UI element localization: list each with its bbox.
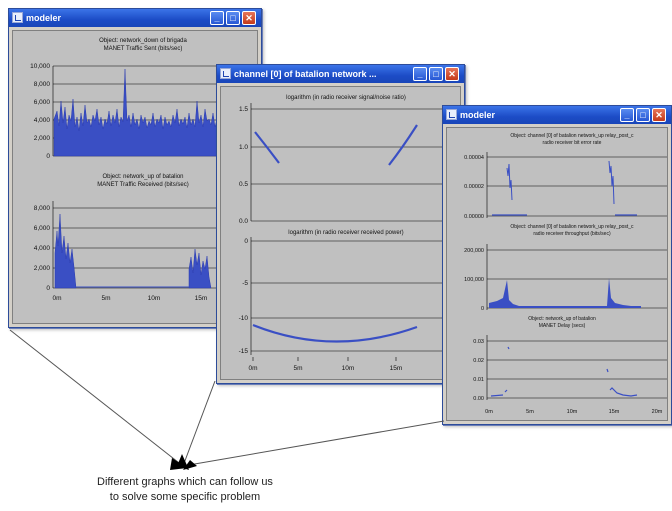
- y-tick-label: 8,000: [34, 81, 51, 88]
- panel-title-line-1: Object: network_up of batalion: [102, 174, 183, 180]
- series-traffic-received-burst-2: [188, 248, 212, 289]
- y-tick-label: 0.01: [473, 377, 484, 383]
- window-channel-batalion[interactable]: channel [0] of batalion network ... _ □ …: [216, 64, 465, 384]
- graph-svg: logarithm (in radio receiver signal/nois…: [239, 95, 456, 372]
- arrowhead-icon: [183, 460, 197, 470]
- x-tick-label: 10m: [148, 295, 161, 302]
- panel-title-line-2: MANET Traffic Sent (bits/sec): [104, 46, 183, 52]
- y-tick-label: 4,000: [34, 117, 51, 124]
- x-tick-label: 15m: [390, 365, 403, 372]
- x-tick-label: 0m: [485, 409, 493, 415]
- y-tick-label: 100,000: [464, 277, 484, 283]
- panel-manet-delay: Object: network_up of batalion MANET Del…: [473, 316, 667, 415]
- app-icon: [446, 109, 457, 120]
- app-icon: [220, 68, 231, 79]
- series-traffic-received-burst-1: [54, 213, 77, 289]
- y-tick-label: 10,000: [30, 63, 50, 70]
- window-modeler-channel[interactable]: modeler _ □ ✕ Object: channel [0] of bat…: [442, 105, 672, 425]
- x-tick-label: 15m: [609, 409, 620, 415]
- series-manet-delay: [490, 346, 638, 397]
- x-tick-label: 0m: [248, 365, 257, 372]
- caption-line-2: to solve some specific problem: [109, 491, 261, 503]
- panel-title-line-1: Object: channel [0] of batalion network_…: [510, 224, 634, 230]
- y-tick-label: 0.00004: [464, 155, 484, 161]
- y-tick-label: 6,000: [34, 99, 51, 106]
- close-button[interactable]: ✕: [242, 11, 256, 25]
- y-tick-label: 200,000: [464, 248, 484, 254]
- window-title: modeler: [26, 13, 62, 23]
- y-tick-label: 0.00000: [464, 214, 484, 220]
- series-throughput: [489, 278, 641, 308]
- caption: Different graphs which can follow us to …: [40, 475, 330, 505]
- panel-title-line-2: radio receiver throughput (bits/sec): [533, 231, 611, 237]
- window-title: modeler: [460, 110, 496, 120]
- x-tick-label: 20m: [652, 409, 663, 415]
- x-tick-label: 5m: [293, 365, 302, 372]
- panel-title-line-1: Object: network_down of brigada: [99, 38, 187, 44]
- window-titlebar[interactable]: modeler _ □ ✕: [9, 9, 261, 27]
- y-tick-label: 6,000: [34, 225, 51, 232]
- panel-title-line-2: radio receiver bit error rate: [543, 140, 602, 146]
- window-title: channel [0] of batalion network ...: [234, 69, 377, 79]
- maximize-button[interactable]: □: [636, 108, 650, 122]
- x-tick-label: 15m: [195, 295, 208, 302]
- minimize-button[interactable]: _: [210, 11, 224, 25]
- y-tick-label: -10: [239, 315, 249, 322]
- panel-title-line-1: Object: channel [0] of batalion network_…: [510, 133, 634, 139]
- y-tick-label: 1.0: [239, 144, 248, 151]
- close-button[interactable]: ✕: [445, 67, 459, 81]
- x-tick-label: 10m: [567, 409, 578, 415]
- callout-line-left: [9, 329, 184, 467]
- panel-title-line-1: logarithm (in radio receiver received po…: [288, 230, 403, 236]
- panel-throughput: Object: channel [0] of batalion network_…: [464, 224, 667, 312]
- graph-svg: Object: channel [0] of batalion network_…: [464, 133, 667, 415]
- panel-bit-error-rate: Object: channel [0] of batalion network_…: [464, 133, 667, 220]
- x-tick-label: 10m: [342, 365, 355, 372]
- y-tick-label: 1.5: [239, 106, 248, 113]
- series-bit-error-rate: [506, 160, 615, 205]
- graph-area: Object: channel [0] of batalion network_…: [446, 127, 668, 421]
- y-tick-label: -15: [239, 348, 249, 355]
- y-tick-label: 8,000: [34, 205, 51, 212]
- graph-area: logarithm (in radio receiver signal/nois…: [220, 86, 461, 380]
- y-tick-label: 0: [46, 153, 50, 160]
- y-tick-label: 4,000: [34, 245, 51, 252]
- window-titlebar[interactable]: modeler _ □ ✕: [443, 106, 671, 124]
- y-tick-label: 0: [244, 238, 248, 245]
- panel-received-power: logarithm (in radio receiver received po…: [239, 230, 456, 372]
- maximize-button[interactable]: □: [226, 11, 240, 25]
- callout-line-right: [182, 420, 445, 467]
- panel-title-line-2: MANET Traffic Received (bits/sec): [97, 182, 188, 188]
- minimize-button[interactable]: _: [413, 67, 427, 81]
- y-tick-label: 2,000: [34, 265, 51, 272]
- panel-title-line-2: MANET Delay (secs): [539, 323, 586, 329]
- y-tick-label: 0: [46, 285, 50, 292]
- y-tick-label: 0.5: [239, 181, 248, 188]
- x-tick-label: 0m: [52, 295, 61, 302]
- maximize-button[interactable]: □: [429, 67, 443, 81]
- minimize-button[interactable]: _: [620, 108, 634, 122]
- y-tick-label: -5: [242, 280, 248, 287]
- x-tick-label: 5m: [526, 409, 534, 415]
- panel-title-line-1: Object: network_up of batalion: [528, 316, 596, 322]
- series-snr-right: [388, 124, 418, 166]
- caption-line-1: Different graphs which can follow us: [97, 476, 273, 488]
- panel-title-line-1: logarithm (in radio receiver signal/nois…: [286, 95, 406, 101]
- y-tick-label: 0.03: [473, 339, 484, 345]
- y-tick-label: 0.00002: [464, 184, 484, 190]
- y-tick-label: 0.00: [473, 396, 484, 402]
- callout-line-middle: [182, 380, 216, 467]
- panel-signal-noise-ratio: logarithm (in radio receiver signal/nois…: [239, 95, 456, 225]
- close-button[interactable]: ✕: [652, 108, 666, 122]
- series-received-power: [252, 323, 418, 343]
- window-titlebar[interactable]: channel [0] of batalion network ... _ □ …: [217, 65, 464, 83]
- y-tick-label: 2,000: [34, 135, 51, 142]
- y-tick-label: 0.0: [239, 218, 248, 225]
- y-tick-label: 0: [481, 306, 484, 312]
- app-icon: [12, 12, 23, 23]
- y-tick-label: 0.02: [473, 358, 484, 364]
- x-tick-label: 5m: [101, 295, 110, 302]
- series-snr-left: [254, 131, 280, 164]
